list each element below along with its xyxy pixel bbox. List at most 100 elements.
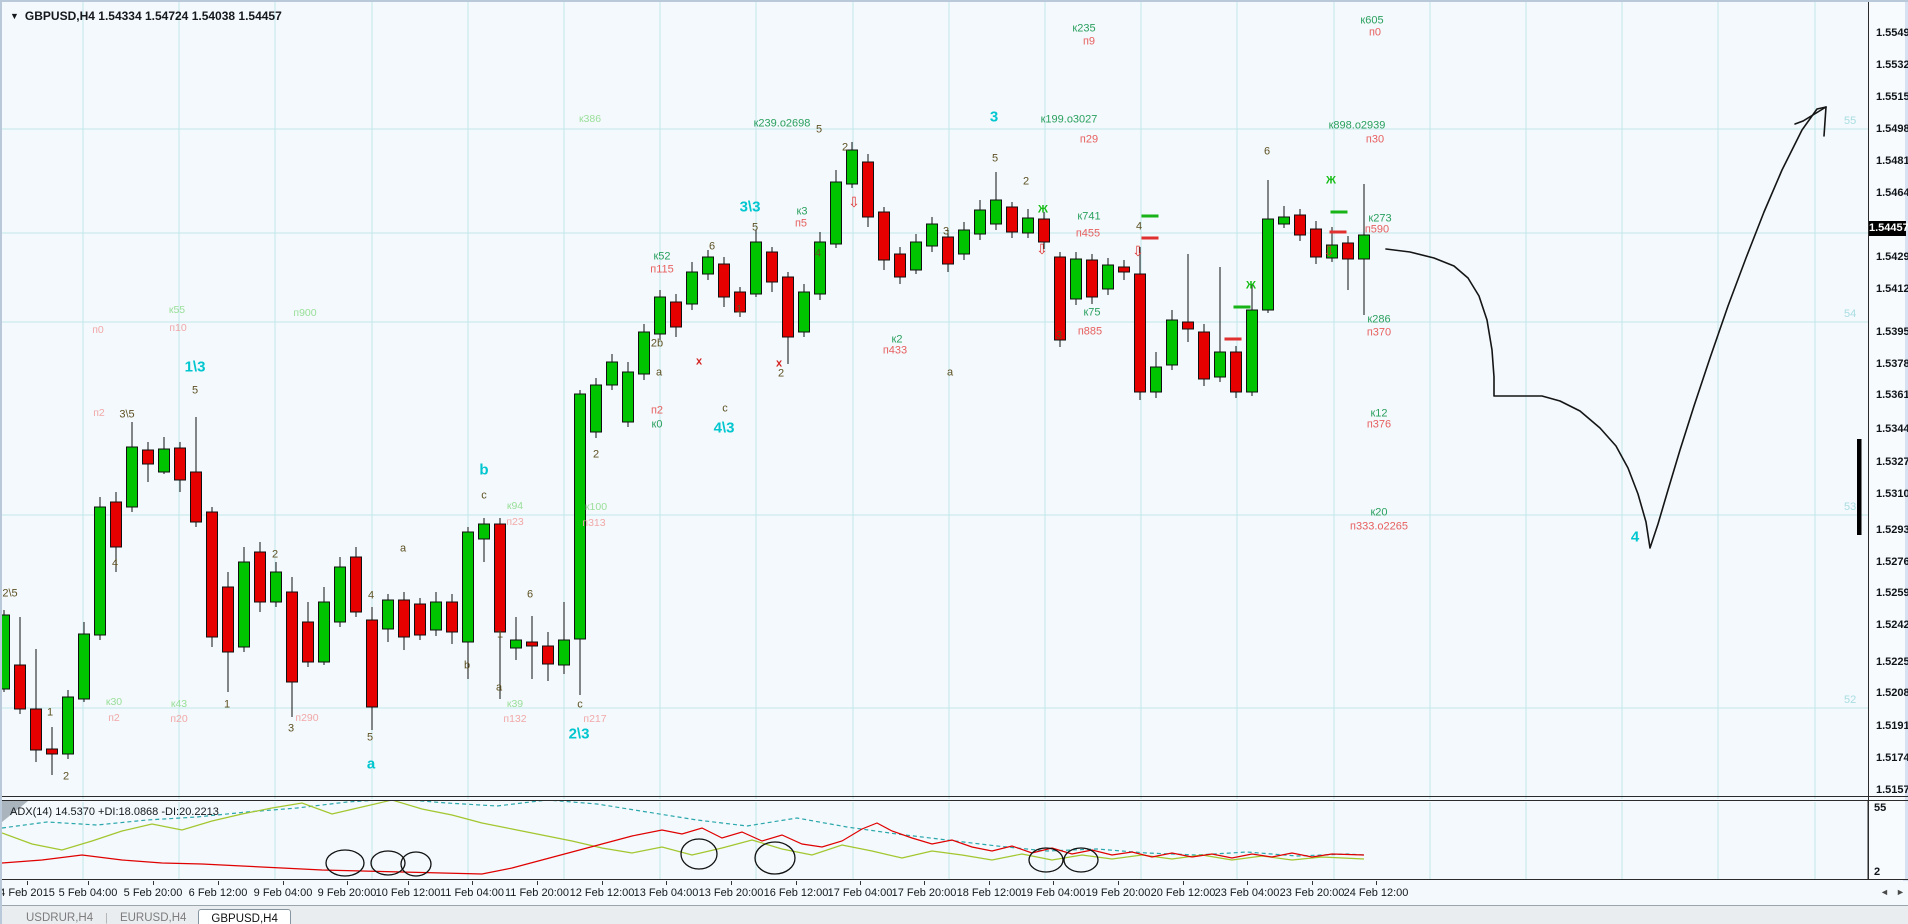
symbol-dropdown-icon[interactable]: ▼ [10, 11, 19, 21]
wave-label: п29 [1079, 133, 1099, 146]
candle-body [974, 209, 986, 235]
wave-label: 1\3 [184, 358, 206, 376]
indicator-scale-max: 55 [1874, 802, 1887, 814]
wave-label: 1 [735, 303, 743, 316]
wave-label: к52 [653, 250, 671, 263]
chart-tab-gbpusd[interactable]: GBPUSD,H4 [198, 909, 291, 924]
wave-label: п900 [293, 306, 317, 319]
candle-body [270, 571, 282, 603]
price-axis-label: 1.52422 [1876, 619, 1908, 631]
price-axis[interactable]: 1.55492 1.55322 1.55152 1.54982 1.54812 1.546… [1869, 2, 1908, 880]
time-axis[interactable]: 4 Feb 2015 5 Feb 04:00 5 Feb 20:00 6 Feb 12… [2, 881, 1908, 905]
candle [1070, 252, 1082, 305]
candle-body [350, 556, 362, 613]
wave-label: 5 [191, 384, 199, 397]
wave-label: п9 [1082, 35, 1096, 48]
wave-label: 3 [942, 225, 950, 238]
price-chart[interactable] [2, 2, 1908, 800]
candle-body [238, 561, 250, 648]
wave-label: п5 [794, 217, 808, 230]
time-axis-tick [88, 881, 89, 885]
candle-body [14, 664, 26, 710]
candle-body [830, 181, 842, 245]
candle-body [1294, 214, 1306, 236]
candle-body [1342, 242, 1354, 260]
candle [350, 547, 362, 617]
time-axis-tick [408, 881, 409, 885]
projection-arrow-line [1385, 106, 1827, 549]
candle [1022, 209, 1034, 238]
wave-label: c [722, 402, 728, 415]
hand-drawn-circle [1028, 847, 1064, 873]
wave-label: 5 [991, 152, 999, 165]
wave-label: c [577, 698, 583, 711]
price-axis-label: 1.54127 [1876, 283, 1908, 295]
candle [366, 607, 378, 730]
projection-arrowhead [1794, 106, 1827, 125]
wave-label: п0 [92, 323, 104, 336]
scroll-right-arrow[interactable]: ► [1896, 887, 1905, 897]
candle [174, 442, 186, 492]
wave-label: 2 [592, 448, 600, 461]
wave-label: a [655, 366, 663, 379]
adx-indicator-panel[interactable] [2, 801, 1908, 880]
time-axis-label: 5 Feb 04:00 [58, 887, 118, 899]
candle [862, 154, 874, 227]
candle-body [558, 639, 570, 666]
time-axis-label: 18 Feb 12:00 [956, 887, 1022, 899]
candle [926, 217, 938, 252]
candle [670, 294, 682, 337]
candle-body [1006, 206, 1018, 233]
scroll-left-arrow[interactable]: ◄ [1880, 887, 1889, 897]
candle-body [638, 331, 650, 375]
price-axis-label: 1.52762 [1876, 556, 1908, 568]
panel-splitter-line-top[interactable] [2, 796, 1908, 797]
candle-body [366, 619, 378, 708]
time-axis-tick [1247, 881, 1248, 885]
wave-label: 2 [62, 770, 70, 783]
candle-body [110, 501, 122, 548]
price-axis-label: 1.53447 [1876, 423, 1908, 435]
wave-label: 1 [46, 706, 54, 719]
wave-label: к39 [506, 697, 524, 710]
wave-label: 4 [111, 557, 119, 570]
candle-body [1070, 258, 1082, 300]
time-axis-label: 23 Feb 04:00 [1214, 887, 1280, 899]
price-axis-label: 1.51912 [1876, 720, 1908, 732]
candle [590, 378, 602, 438]
candle-body [878, 211, 890, 261]
candle-body [574, 393, 586, 640]
chart-tab-usdrur[interactable]: USDRUR,H4 [26, 912, 94, 924]
candle-body [766, 251, 778, 283]
chart-tab-eurusd[interactable]: EURUSD,H4 [119, 912, 187, 924]
candle-body [1038, 218, 1050, 243]
candle [478, 518, 490, 562]
candle [1102, 258, 1114, 295]
candle [622, 362, 634, 427]
candle [1342, 236, 1354, 290]
wave-label: a [946, 366, 954, 379]
candle [398, 592, 410, 650]
candle [222, 572, 234, 692]
candle-body [510, 639, 522, 649]
wave-label: 4 [367, 589, 375, 602]
time-axis-tick [602, 881, 603, 885]
candle [158, 437, 170, 474]
level-dash-marker [1233, 305, 1251, 309]
candle-body [318, 601, 330, 663]
price-axis-label: 1.54642 [1876, 187, 1908, 199]
time-axis-tick [472, 881, 473, 885]
candle-body [1118, 266, 1130, 273]
time-axis-label: 20 Feb 12:00 [1150, 887, 1216, 899]
candle [1086, 254, 1098, 304]
candle [46, 727, 58, 775]
round-level-label: 54 [1844, 308, 1857, 320]
time-axis-tick [796, 881, 797, 885]
candle [14, 617, 26, 714]
candle [702, 250, 714, 280]
chart-title: ▼ GBPUSD,H4 1.54334 1.54724 1.54038 1.544… [10, 9, 282, 23]
candle-body [1310, 228, 1322, 258]
candle-body [1198, 331, 1210, 380]
candle [894, 247, 906, 284]
